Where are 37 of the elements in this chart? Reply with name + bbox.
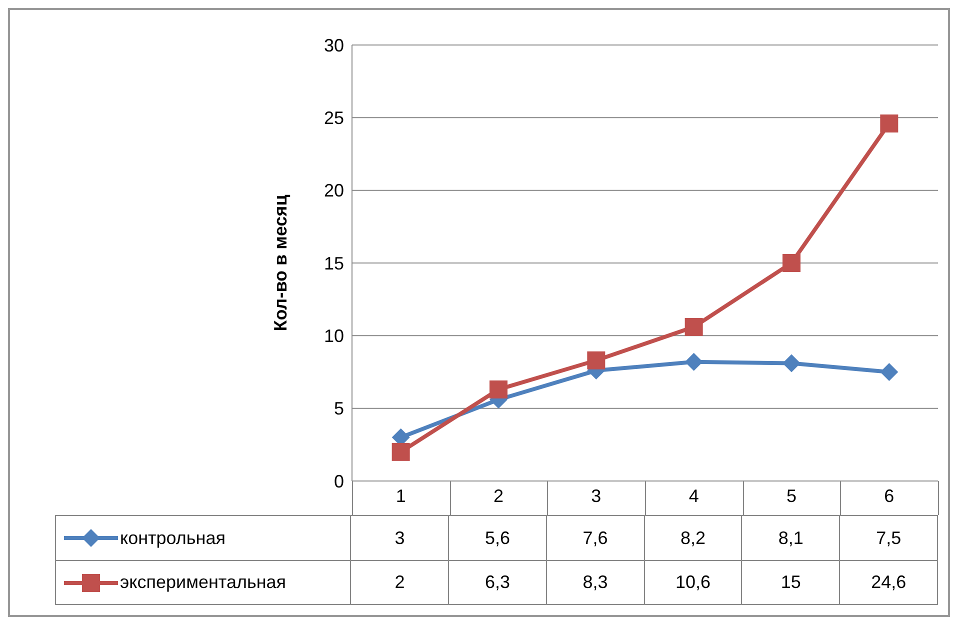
point <box>684 318 703 336</box>
data-label: 15 <box>742 561 840 604</box>
x-tick-label: 1 <box>396 486 406 506</box>
data-label: 7,6 <box>546 516 645 560</box>
x-tick-label: 4 <box>688 486 699 506</box>
point <box>880 114 898 132</box>
x-tick-label: 2 <box>493 486 504 506</box>
legend-label: контрольная <box>120 528 226 548</box>
point <box>782 254 800 272</box>
y-tick-label: 5 <box>334 398 344 419</box>
point <box>782 354 800 372</box>
data-label: 2 <box>351 561 450 604</box>
data-label: 5,6 <box>449 516 547 560</box>
y-tick-label: 15 <box>324 253 344 274</box>
x-tick-label: 6 <box>884 486 894 506</box>
data-label: 10,6 <box>644 561 742 604</box>
y-tick-label: 20 <box>324 180 344 201</box>
point <box>490 380 508 398</box>
y-tick-label: 30 <box>324 35 344 56</box>
data-label: 8,1 <box>742 516 840 560</box>
x-tick-label: 5 <box>786 486 797 506</box>
y-axis-title: Кол-во в месяц <box>270 194 290 332</box>
y-tick-label: 10 <box>324 326 344 346</box>
y-tick-label: 25 <box>324 108 344 128</box>
point <box>587 351 606 370</box>
data-label: 7,5 <box>875 526 902 550</box>
data-label: 24,6 <box>870 571 908 594</box>
data-label: 8,3 <box>546 561 645 604</box>
data-label: 6,3 <box>449 561 547 604</box>
data-label: 8,2 <box>644 516 742 560</box>
legend-label: экспериментальная <box>120 572 286 593</box>
point <box>880 363 898 381</box>
point <box>392 442 410 461</box>
x-tick-label: 3 <box>591 486 602 506</box>
data-label: 3 <box>351 516 450 560</box>
point <box>684 352 703 371</box>
y-tick-label: 0 <box>334 471 344 492</box>
